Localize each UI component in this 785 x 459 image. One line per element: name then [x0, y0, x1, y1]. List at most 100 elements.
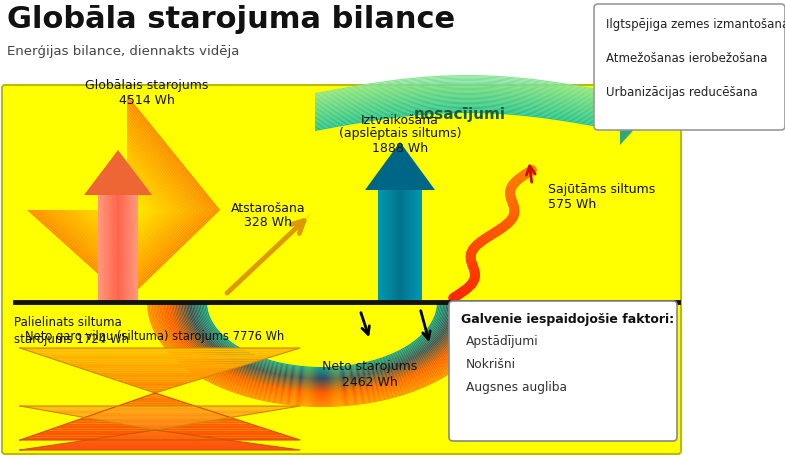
Polygon shape: [153, 302, 491, 403]
Text: Atstarošana: Atstarošana: [231, 202, 305, 215]
Bar: [406, 190, 407, 302]
Bar: [133, 195, 135, 302]
Text: Atmežošanas ierobežošana: Atmežošanas ierobežošana: [606, 52, 768, 65]
Polygon shape: [115, 380, 199, 382]
Polygon shape: [121, 382, 192, 384]
Polygon shape: [47, 118, 202, 282]
Polygon shape: [93, 171, 159, 241]
Polygon shape: [203, 302, 441, 370]
Polygon shape: [81, 368, 235, 370]
Text: 575 Wh: 575 Wh: [548, 198, 597, 212]
Polygon shape: [315, 88, 620, 107]
Polygon shape: [147, 302, 497, 407]
Polygon shape: [53, 412, 264, 413]
Polygon shape: [27, 95, 220, 300]
Polygon shape: [315, 94, 620, 113]
Polygon shape: [110, 190, 143, 225]
Polygon shape: [82, 157, 170, 251]
Bar: [414, 190, 416, 302]
Bar: [419, 190, 421, 302]
Bar: [401, 190, 403, 302]
Text: 4514 Wh: 4514 Wh: [119, 94, 175, 107]
Polygon shape: [68, 364, 250, 366]
Polygon shape: [315, 106, 620, 125]
Polygon shape: [315, 95, 620, 115]
Text: Apstādījumi: Apstādījumi: [466, 335, 539, 348]
Bar: [101, 195, 103, 302]
Polygon shape: [34, 433, 286, 435]
Polygon shape: [165, 302, 479, 395]
Polygon shape: [47, 445, 271, 446]
Polygon shape: [81, 416, 235, 419]
Polygon shape: [115, 423, 199, 424]
Bar: [404, 190, 406, 302]
Polygon shape: [198, 302, 446, 373]
Polygon shape: [193, 302, 451, 376]
Polygon shape: [42, 112, 206, 287]
Polygon shape: [73, 148, 177, 259]
Polygon shape: [68, 414, 250, 415]
Polygon shape: [94, 373, 221, 375]
Polygon shape: [315, 99, 620, 118]
Polygon shape: [315, 84, 620, 103]
Polygon shape: [115, 197, 137, 220]
Polygon shape: [87, 418, 228, 419]
Polygon shape: [34, 353, 286, 355]
Polygon shape: [58, 131, 191, 272]
Polygon shape: [152, 302, 492, 404]
Text: Neto starojums: Neto starojums: [323, 360, 418, 373]
Bar: [396, 190, 397, 302]
Polygon shape: [189, 302, 455, 379]
Polygon shape: [68, 442, 250, 443]
Bar: [117, 195, 119, 302]
Polygon shape: [141, 388, 170, 391]
FancyBboxPatch shape: [594, 4, 785, 130]
Polygon shape: [128, 425, 184, 426]
Polygon shape: [67, 141, 183, 264]
Bar: [381, 190, 382, 302]
Polygon shape: [113, 194, 141, 223]
Polygon shape: [195, 302, 449, 375]
Text: Globālais starojums: Globālais starojums: [86, 79, 209, 92]
Text: Augsnes augliba: Augsnes augliba: [466, 381, 567, 394]
Polygon shape: [20, 449, 300, 450]
Polygon shape: [74, 419, 242, 421]
Polygon shape: [315, 111, 620, 130]
Polygon shape: [87, 370, 228, 373]
Polygon shape: [177, 302, 467, 387]
Polygon shape: [30, 98, 217, 297]
Polygon shape: [174, 302, 470, 389]
Polygon shape: [74, 415, 242, 417]
Polygon shape: [108, 436, 206, 437]
Polygon shape: [20, 437, 300, 440]
Polygon shape: [141, 428, 170, 429]
Bar: [397, 190, 399, 302]
Polygon shape: [180, 302, 464, 385]
Polygon shape: [68, 421, 250, 424]
Polygon shape: [170, 302, 474, 392]
Bar: [103, 195, 104, 302]
Polygon shape: [74, 441, 242, 442]
Polygon shape: [81, 440, 235, 441]
Text: nosacījumi: nosacījumi: [414, 107, 506, 123]
Polygon shape: [315, 83, 620, 102]
Polygon shape: [206, 302, 439, 368]
Bar: [385, 190, 387, 302]
Polygon shape: [27, 435, 293, 437]
Text: Enerģijas bilance, diennakts vidēja: Enerģijas bilance, diennakts vidēja: [7, 45, 239, 58]
Polygon shape: [47, 411, 271, 412]
Polygon shape: [101, 180, 151, 233]
Bar: [411, 190, 412, 302]
Polygon shape: [128, 400, 184, 403]
Text: 1888 Wh: 1888 Wh: [372, 142, 428, 155]
Polygon shape: [315, 90, 620, 109]
Polygon shape: [135, 432, 177, 433]
Bar: [379, 190, 381, 302]
Polygon shape: [94, 412, 221, 414]
Polygon shape: [119, 200, 135, 218]
Polygon shape: [315, 93, 620, 112]
Polygon shape: [115, 435, 199, 436]
Polygon shape: [60, 362, 257, 364]
Polygon shape: [148, 393, 162, 395]
Polygon shape: [315, 80, 620, 99]
